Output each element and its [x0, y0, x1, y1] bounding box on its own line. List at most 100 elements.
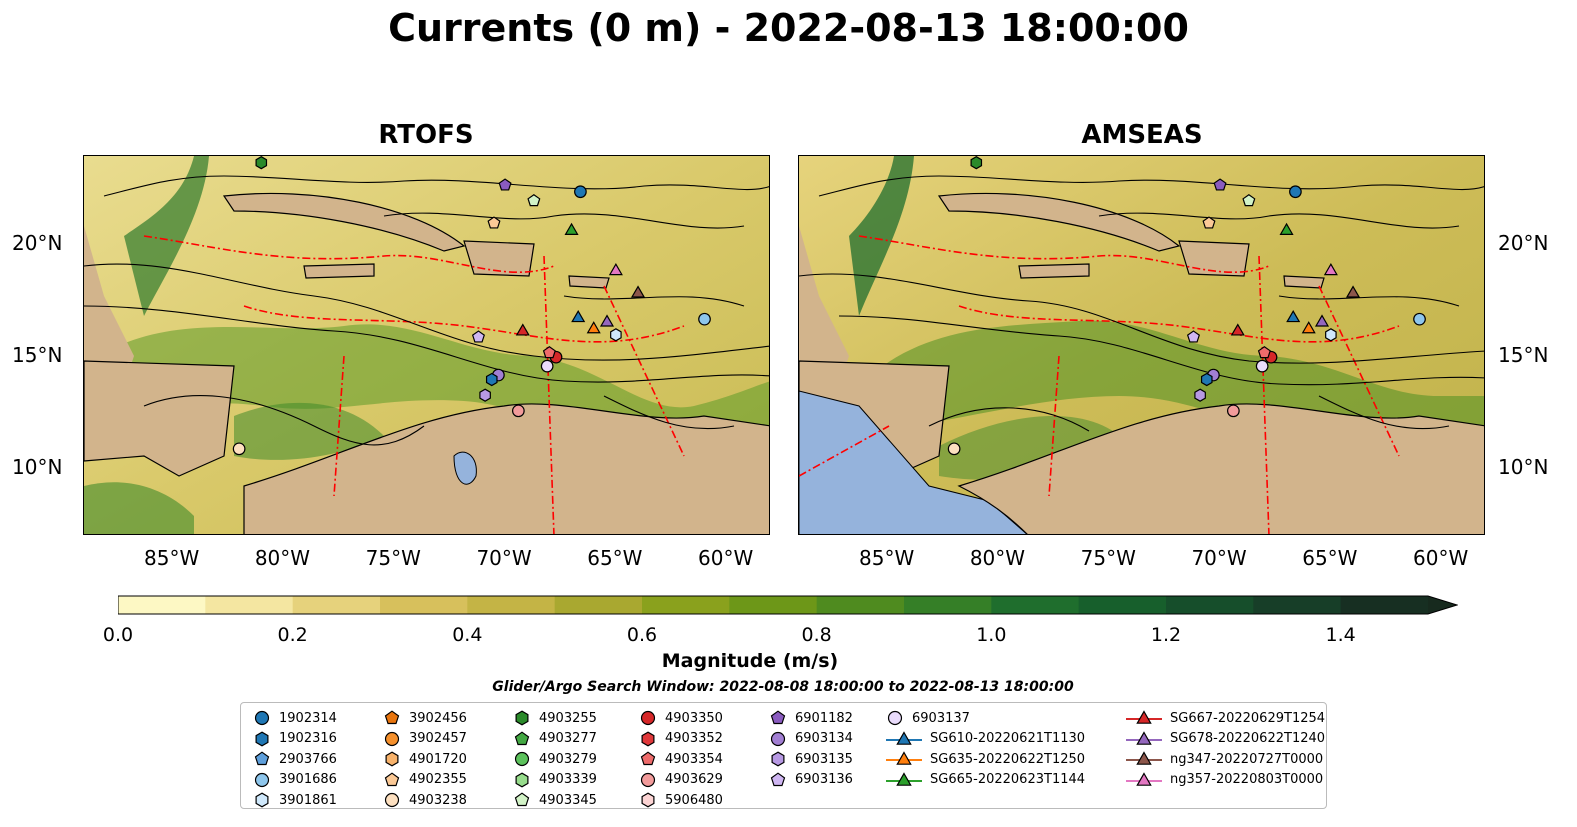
observation-marker — [608, 262, 623, 276]
legend-item: 4903255 — [513, 708, 597, 728]
legend-item: 3901861 — [253, 790, 337, 810]
observation-marker — [599, 314, 615, 327]
streamlines — [84, 175, 769, 446]
lat-label-left: 15°N — [12, 343, 63, 368]
observation-marker — [1314, 314, 1330, 327]
colorbar-segment — [118, 596, 206, 614]
legend-marker-icon — [255, 792, 269, 808]
lon-label: 65°W — [587, 546, 643, 570]
eez-boundaries — [799, 235, 1400, 534]
legend-label: 4902355 — [409, 772, 467, 787]
legend-item: ng347-20220727T0000 — [1126, 749, 1323, 769]
legend-marker-icon — [887, 710, 903, 726]
observation-marker — [574, 185, 587, 199]
map-canvas-rtofs — [84, 156, 769, 534]
legend-item: SG610-20220621T1130 — [886, 729, 1085, 749]
colorbar-tick-label: 0.0 — [102, 624, 134, 646]
map-canvas-amseas — [799, 156, 1484, 534]
legend-marker-icon — [384, 731, 400, 746]
legend-marker-icon — [384, 710, 400, 725]
legend-item: 4903238 — [383, 790, 467, 810]
observation-marker — [571, 309, 586, 323]
observation-marker — [487, 216, 501, 229]
colorbar-segment — [904, 596, 992, 614]
land-cuba — [222, 192, 466, 252]
observation-marker — [255, 156, 268, 170]
legend-label: 4903238 — [409, 792, 467, 808]
colorbar-segment — [642, 596, 730, 614]
legend-label: 5906480 — [665, 792, 723, 808]
colorbar-segment — [554, 596, 643, 614]
legend-marker-icon — [640, 710, 656, 726]
colorbar-label: Magnitude (m/s) — [661, 650, 839, 672]
legend-label: ng347-20220727T0000 — [1170, 751, 1324, 767]
observation-marker — [1301, 321, 1316, 334]
legend-marker-icon — [886, 730, 922, 745]
legend-marker-icon — [886, 771, 922, 786]
lat-label-left: 10°N — [12, 454, 63, 479]
legend-label: 4903279 — [539, 751, 597, 767]
colorbar-segment — [1340, 596, 1429, 614]
observation-marker — [512, 404, 525, 418]
colorbar — [118, 595, 1458, 615]
observation-marker — [1289, 185, 1302, 199]
legend-marker-icon — [254, 751, 270, 766]
current-jet — [84, 482, 194, 534]
land-hispaniola — [463, 240, 535, 277]
colorbar-segment — [292, 596, 381, 614]
legend-label: 6901182 — [795, 710, 853, 726]
land-puerto-rico — [1283, 275, 1325, 289]
lon-label: 75°W — [1080, 546, 1136, 570]
colorbar-segment — [1078, 596, 1167, 614]
observation-marker — [698, 312, 711, 326]
legend-label: SG635-20220622T1250 — [930, 751, 1086, 767]
legend-label: 4903350 — [665, 710, 723, 726]
lon-label: 80°W — [254, 546, 311, 570]
observation-marker — [1325, 328, 1337, 342]
observation-marker — [232, 442, 246, 456]
observation-marker — [610, 328, 622, 342]
streamlines — [799, 175, 1484, 432]
legend-item: 4903629 — [639, 770, 723, 790]
observation-marker — [471, 330, 485, 343]
legend-marker-icon — [1126, 730, 1162, 745]
legend-item: 5906480 — [639, 790, 723, 810]
observation-marker — [1202, 216, 1216, 229]
observation-markers — [947, 156, 1426, 456]
observation-marker — [970, 156, 983, 170]
legend-marker-icon — [385, 751, 399, 767]
legend-item: 4903339 — [513, 770, 597, 790]
colorbar-tick-label: 0.4 — [452, 624, 483, 646]
observation-marker — [1186, 330, 1200, 343]
legend-marker-icon — [770, 731, 786, 746]
legend-marker-icon — [514, 751, 530, 767]
observation-marker — [1413, 312, 1426, 326]
land-south-america — [243, 403, 769, 534]
land-central-america — [799, 226, 849, 386]
land-south-america — [957, 403, 1484, 534]
observation-marker — [1194, 388, 1206, 402]
legend-item: 6903137 — [886, 708, 970, 728]
legend-marker-icon — [641, 792, 655, 808]
lon-label: 80°W — [969, 546, 1026, 570]
legend-label: SG678-20220622T1240 — [1170, 731, 1326, 746]
observation-marker — [1200, 372, 1213, 387]
land-jamaica — [303, 263, 375, 279]
legend-item: 4903354 — [639, 749, 723, 769]
lat-label-right: 10°N — [1498, 454, 1549, 479]
observation-marker — [540, 359, 554, 373]
legend-item: SG665-20220623T1144 — [886, 770, 1085, 790]
land-puerto-rico — [568, 275, 610, 289]
legend-item: ng357-20220803T0000 — [1126, 770, 1323, 790]
legend-label: 3902457 — [409, 731, 467, 746]
observation-marker — [1242, 193, 1256, 207]
legend-item: 6903134 — [769, 729, 853, 749]
legend-label: 1902314 — [279, 710, 337, 726]
lon-label: 60°W — [698, 546, 754, 570]
legend-item: SG635-20220622T1250 — [886, 749, 1085, 769]
legend-label: 6903135 — [795, 751, 853, 767]
legend-marker-icon — [515, 772, 529, 787]
legend-label: 3901686 — [279, 772, 337, 787]
colorbar-tick-label: 0.8 — [801, 624, 832, 646]
legend-marker-icon — [640, 772, 656, 787]
